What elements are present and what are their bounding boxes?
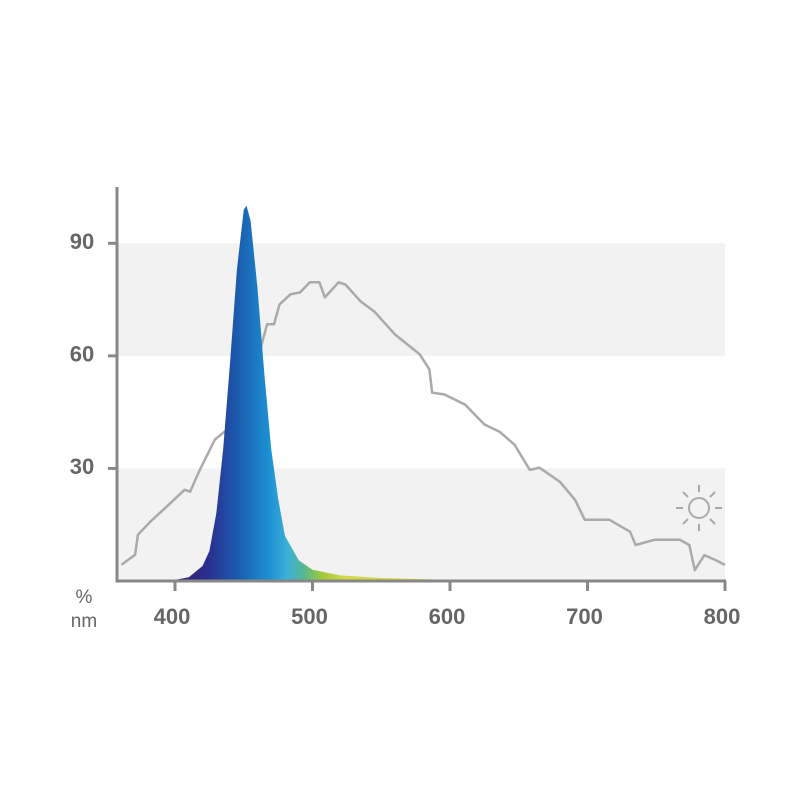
x-tick-label: 400 — [154, 604, 191, 629]
y-tick-label: 30 — [70, 454, 94, 479]
x-tick-label: 800 — [704, 604, 741, 629]
x-tick-label: 600 — [429, 604, 466, 629]
sun-icon — [676, 485, 722, 531]
spectrum-line — [120, 281, 726, 572]
plot — [120, 205, 726, 582]
x-tick-label: 700 — [566, 604, 603, 629]
x-tick-label: 500 — [291, 604, 328, 629]
bands — [117, 243, 725, 581]
grid-band — [117, 243, 725, 356]
y-tick-label: 60 — [70, 342, 94, 367]
spectrum-area — [120, 205, 533, 582]
y-tick-label: 90 — [70, 229, 94, 254]
x-axis-label: nm — [71, 611, 97, 632]
axes: 30 60 90 400 500 600 700 800 — [70, 187, 741, 629]
y-axis-label: % — [76, 587, 93, 608]
